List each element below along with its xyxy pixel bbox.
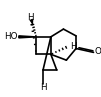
Text: H: H <box>40 83 46 92</box>
Text: O: O <box>95 47 101 56</box>
Text: HO: HO <box>4 32 18 41</box>
Text: H: H <box>27 13 33 22</box>
Polygon shape <box>19 36 36 38</box>
Text: H: H <box>70 42 76 51</box>
